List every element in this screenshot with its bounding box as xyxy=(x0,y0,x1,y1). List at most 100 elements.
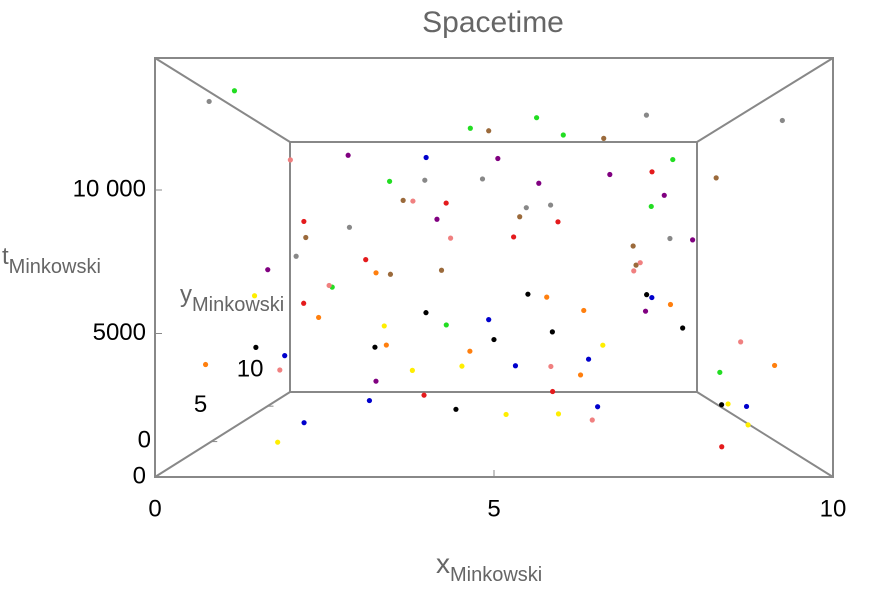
point xyxy=(447,235,454,241)
point xyxy=(670,156,676,163)
point xyxy=(346,224,353,230)
point xyxy=(643,112,650,118)
point xyxy=(301,300,307,306)
t-axis-subscript: Minkowski xyxy=(9,256,101,278)
point xyxy=(381,323,387,329)
point xyxy=(459,363,465,369)
point xyxy=(491,336,497,343)
point xyxy=(649,169,655,175)
point xyxy=(637,260,643,266)
point xyxy=(779,117,785,124)
point xyxy=(577,372,584,378)
point xyxy=(467,125,473,131)
point xyxy=(601,135,607,141)
point xyxy=(630,243,636,249)
point xyxy=(713,175,719,181)
box-edge xyxy=(696,57,834,143)
point xyxy=(581,307,587,314)
box-edge xyxy=(154,57,291,143)
point xyxy=(421,392,427,398)
point xyxy=(533,115,540,121)
point xyxy=(585,356,592,362)
point xyxy=(443,322,449,328)
point xyxy=(667,301,674,308)
point xyxy=(345,152,351,158)
back-frame xyxy=(289,141,698,393)
t-tick-label: 10 000 xyxy=(73,175,146,202)
y-tick-label: 0 xyxy=(138,426,151,453)
point xyxy=(548,363,554,370)
x-axis-symbol: x xyxy=(436,548,450,579)
point xyxy=(661,192,667,198)
point xyxy=(301,420,307,426)
point xyxy=(680,325,686,331)
point xyxy=(550,388,556,395)
point xyxy=(690,237,696,243)
point xyxy=(251,293,258,299)
point xyxy=(717,369,723,375)
point xyxy=(644,292,650,298)
box-edge xyxy=(154,391,291,478)
point xyxy=(771,362,778,369)
point xyxy=(453,406,459,412)
point xyxy=(301,218,307,225)
box-edge xyxy=(696,391,834,478)
point xyxy=(631,268,637,274)
point xyxy=(231,88,238,94)
point xyxy=(648,203,654,210)
point xyxy=(503,411,509,418)
point xyxy=(600,342,606,348)
y-tick-label: 10 xyxy=(237,356,264,383)
y-tick-label: 5 xyxy=(194,391,207,418)
point xyxy=(547,202,554,208)
point xyxy=(206,98,212,105)
chart-title: Spacetime xyxy=(422,6,564,39)
point xyxy=(366,397,373,404)
point xyxy=(738,339,744,345)
point xyxy=(293,253,299,259)
point xyxy=(642,308,649,314)
point xyxy=(595,404,601,410)
point xyxy=(287,157,293,163)
x-axis-label: xMinkowski xyxy=(436,548,542,586)
point xyxy=(423,154,429,161)
t-axis-label: tMinkowski xyxy=(2,243,101,278)
point xyxy=(745,422,751,428)
point xyxy=(511,234,517,240)
point xyxy=(410,198,416,204)
point xyxy=(479,176,486,182)
point xyxy=(649,294,655,301)
point xyxy=(383,342,389,348)
point xyxy=(486,128,492,134)
point xyxy=(372,344,378,350)
point xyxy=(326,282,332,289)
point xyxy=(423,310,429,316)
point xyxy=(495,155,501,162)
point xyxy=(282,353,288,359)
point xyxy=(265,267,271,273)
y-axis-subscript: Minkowski xyxy=(192,294,284,316)
point xyxy=(443,200,449,206)
point xyxy=(363,257,369,263)
point xyxy=(253,344,259,350)
point xyxy=(607,171,613,178)
x-axis-subscript: Minkowski xyxy=(450,564,542,586)
point xyxy=(525,291,531,297)
point xyxy=(743,403,750,410)
y-axis-symbol: y xyxy=(180,281,192,308)
t-axis-symbol: t xyxy=(2,243,9,270)
point xyxy=(633,262,639,268)
point xyxy=(438,267,445,273)
point xyxy=(549,329,555,335)
point xyxy=(536,180,542,186)
point xyxy=(719,444,725,450)
point xyxy=(400,197,406,203)
point xyxy=(517,214,523,220)
point xyxy=(667,235,673,242)
point xyxy=(422,177,428,183)
point xyxy=(303,234,309,241)
point xyxy=(467,348,473,354)
point xyxy=(316,314,322,321)
point xyxy=(719,402,725,408)
